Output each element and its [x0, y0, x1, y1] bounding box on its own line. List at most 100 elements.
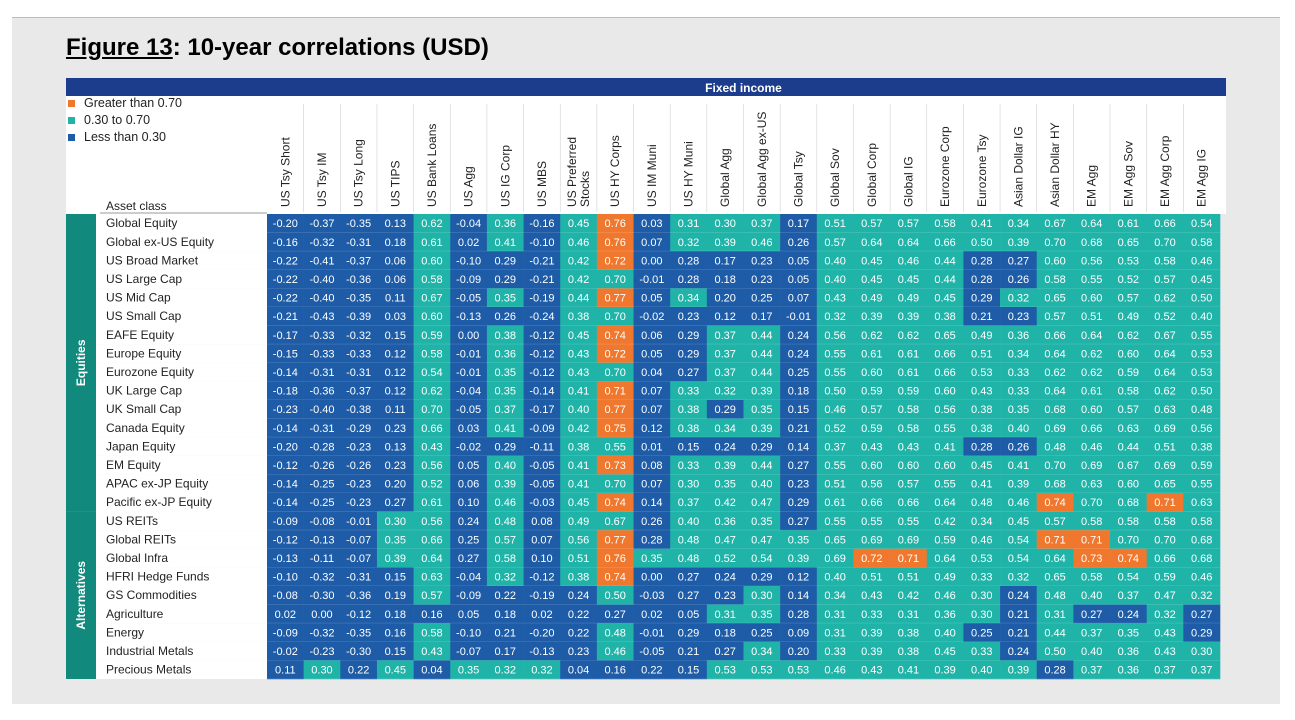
cell-value: 0.05 [458, 460, 479, 472]
cell-value: 0.29 [714, 404, 735, 416]
heatmap-cell [780, 214, 818, 233]
cell-value: 0.49 [568, 516, 589, 528]
row-label: Precious Metals [106, 663, 191, 677]
cell-value: 0.41 [971, 479, 992, 491]
cell-value: -0.33 [309, 330, 334, 342]
cell-value: 0.00 [641, 572, 662, 584]
heatmap-cell [890, 232, 928, 252]
cell-value: 0.54 [421, 367, 442, 379]
heatmap-cell [376, 567, 414, 587]
column-header: Eurozone Corp [938, 126, 952, 207]
heatmap-cell [963, 344, 1001, 364]
heatmap-cell [706, 511, 744, 531]
heatmap-cell [670, 325, 708, 345]
heatmap-cell [1036, 567, 1074, 587]
cell-value: 0.34 [714, 423, 735, 435]
heatmap-cell [486, 344, 524, 364]
heatmap-cell [1183, 400, 1221, 419]
row-label: Canada Equity [106, 421, 185, 435]
heatmap-cell [376, 325, 414, 345]
heatmap-cell [596, 251, 634, 271]
heatmap-cell [926, 511, 964, 531]
heatmap-cell [267, 604, 304, 624]
row-label-background [96, 511, 267, 531]
cell-value: -0.29 [346, 423, 371, 435]
heatmap-cell [816, 474, 854, 494]
heatmap-cell [890, 604, 928, 624]
cell-value: 0.64 [1081, 218, 1102, 230]
heatmap-cell [596, 381, 634, 401]
heatmap-cell [890, 307, 928, 326]
cell-value: 0.63 [421, 572, 442, 584]
heatmap-cell [780, 455, 818, 475]
cell-value: 0.66 [934, 348, 955, 360]
heatmap-cell [560, 307, 598, 326]
heatmap-cell [706, 623, 744, 643]
cell-value: 0.36 [495, 218, 516, 230]
cell-value: 0.50 [824, 386, 845, 398]
heatmap-cell [706, 660, 744, 680]
cell-value: 0.49 [898, 293, 919, 305]
column-header: US IG Corp [498, 145, 512, 207]
heatmap-cell [413, 455, 451, 475]
heatmap-cell [1183, 232, 1221, 252]
cell-value: 0.40 [1081, 646, 1102, 658]
row-label-background [96, 567, 267, 586]
cell-value: 0.07 [641, 479, 662, 491]
cell-value: 0.74 [605, 497, 626, 509]
heatmap-cell [450, 232, 488, 252]
cell-value: 0.59 [421, 330, 442, 342]
heatmap-cell [303, 418, 341, 438]
cell-value: 0.64 [1044, 348, 1065, 360]
cell-value: 0.43 [861, 441, 882, 453]
heatmap-cell [780, 511, 818, 531]
cell-value: 0.29 [495, 274, 516, 286]
heatmap-cell [816, 325, 854, 345]
cell-value: 0.15 [678, 441, 699, 453]
heatmap-cell [1036, 641, 1074, 661]
heatmap-cell [963, 418, 1001, 438]
cell-value: 0.28 [641, 534, 662, 546]
heatmap-cell [376, 307, 414, 326]
heatmap-cell [486, 325, 524, 345]
cell-value: 0.54 [1191, 218, 1212, 230]
heatmap-cell [743, 511, 781, 531]
heatmap-cell [1183, 586, 1221, 605]
heatmap-cell [1183, 288, 1221, 308]
cell-value: 0.40 [824, 274, 845, 286]
heatmap-cell [596, 548, 634, 568]
heatmap-cell [963, 511, 1001, 531]
cell-value: 0.70 [421, 404, 442, 416]
cell-value: 0.38 [678, 404, 699, 416]
cell-value: 0.27 [788, 460, 809, 472]
figure-title-text: : 10-year correlations (USD) [172, 34, 489, 61]
cell-value: -0.13 [529, 646, 554, 658]
heatmap-cell [303, 530, 341, 550]
heatmap-cell [596, 344, 634, 364]
heatmap-cell [1073, 567, 1111, 587]
heatmap-cell [816, 623, 854, 643]
cell-value: 0.09 [788, 627, 809, 639]
heatmap-cell [596, 232, 634, 252]
heatmap-cell [267, 660, 304, 680]
heatmap-cell [816, 232, 854, 252]
heatmap-cell [596, 288, 634, 308]
row-label: US Large Cap [106, 272, 182, 286]
cell-value: 0.40 [934, 627, 955, 639]
cell-value: 0.51 [824, 479, 845, 491]
heatmap-cell [413, 362, 451, 382]
cell-value: 0.31 [678, 218, 699, 230]
cell-value: 0.39 [861, 311, 882, 323]
cell-value: 0.69 [1154, 460, 1175, 472]
cell-value: -0.37 [346, 386, 371, 398]
heatmap-cell [1000, 307, 1038, 326]
heatmap-cell [1000, 381, 1038, 401]
cell-value: 0.61 [898, 348, 919, 360]
row-label: EAFE Equity [106, 328, 174, 342]
heatmap-cell [926, 362, 964, 382]
cell-value: 0.15 [385, 572, 406, 584]
heatmap-cell [1073, 437, 1111, 457]
cell-value: 0.46 [824, 404, 845, 416]
cell-value: 0.58 [1081, 572, 1102, 584]
cell-value: 0.11 [275, 665, 296, 677]
